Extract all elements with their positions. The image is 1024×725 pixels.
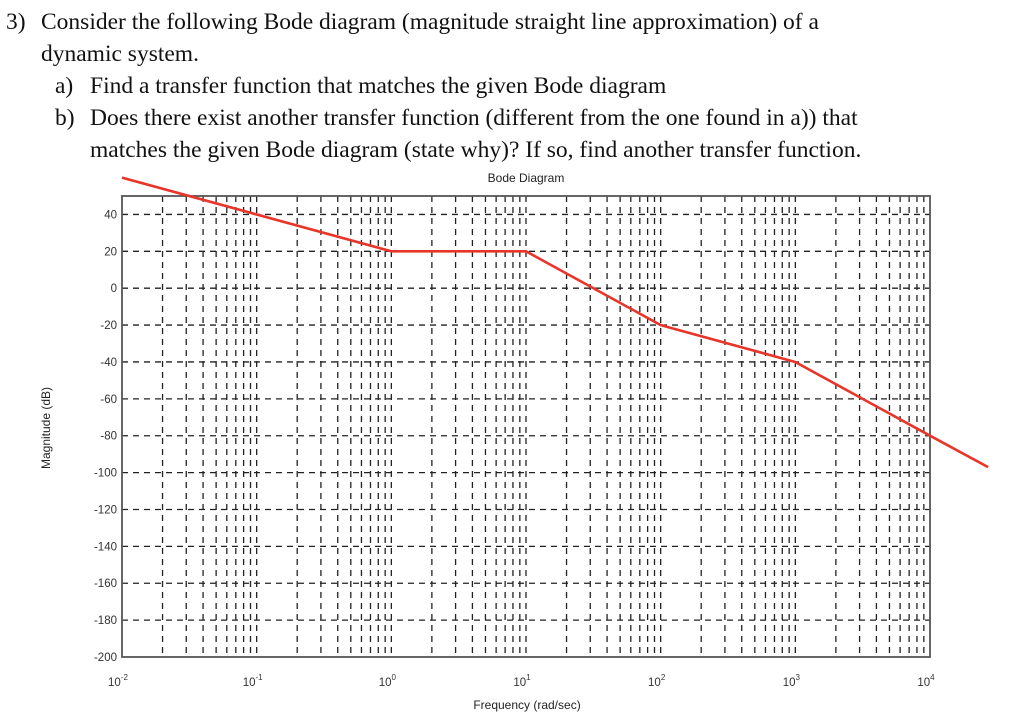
y-tick-label: -20 (100, 320, 117, 332)
x-tick-base: 10 (108, 677, 121, 689)
y-tick-label: -40 (100, 357, 117, 369)
y-tick-label: -200 (94, 652, 117, 664)
question-line-2: dynamic system. (41, 41, 199, 67)
part-a-label: a) (55, 73, 74, 99)
x-tick-exponent: 1 (526, 673, 531, 682)
y-tick-label: 0 (111, 283, 117, 295)
question-line-1: Consider the following Bode diagram (mag… (41, 9, 819, 35)
y-tick-label: -140 (94, 541, 117, 553)
y-tick-label: -180 (94, 615, 117, 627)
y-tick-label: -120 (94, 504, 117, 516)
question-number: 3) (6, 9, 26, 35)
x-tick-exponent: -1 (256, 673, 264, 682)
x-tick-exponent: 2 (661, 673, 666, 682)
x-tick-label: 10-2 (108, 673, 128, 689)
x-tick-label: 102 (648, 673, 666, 689)
x-tick-base: 10 (243, 677, 256, 689)
y-tick-label: 40 (104, 209, 117, 221)
x-tick-base: 10 (513, 677, 526, 689)
y-axis-label: Magnitude (dB) (39, 387, 53, 469)
x-tick-exponent: 3 (796, 673, 801, 682)
x-tick-exponent: 4 (930, 673, 935, 682)
x-tick-label: 101 (513, 673, 531, 689)
y-tick-label: -60 (100, 394, 117, 406)
y-tick-label: -160 (94, 578, 117, 590)
plot-frame (121, 195, 931, 658)
y-tick-label: -100 (94, 468, 117, 480)
x-tick-base: 10 (917, 677, 930, 689)
part-a-text: Find a transfer function that matches th… (90, 73, 667, 99)
y-tick-label: -80 (100, 431, 117, 443)
part-b-label: b) (55, 105, 75, 131)
x-tick-base: 10 (648, 677, 661, 689)
part-b-text: Does there exist another transfer functi… (90, 105, 858, 131)
x-axis-label: Frequency (rad/sec) (473, 698, 580, 712)
x-tick-base: 10 (783, 677, 796, 689)
x-tick-base: 10 (379, 677, 392, 689)
x-tick-label: 100 (379, 673, 397, 689)
magnitude-asymptote-line (121, 176, 989, 469)
x-tick-label: 10-1 (243, 673, 263, 689)
y-tick-label: 20 (104, 246, 117, 258)
x-tick-exponent: 0 (392, 673, 397, 682)
x-tick-label: 104 (917, 673, 935, 689)
x-tick-label: 103 (783, 673, 801, 689)
x-tick-exponent: -2 (121, 673, 129, 682)
chart-title: Bode Diagram (488, 171, 565, 185)
part-b-text-continued: matches the given Bode diagram (state wh… (90, 137, 862, 163)
